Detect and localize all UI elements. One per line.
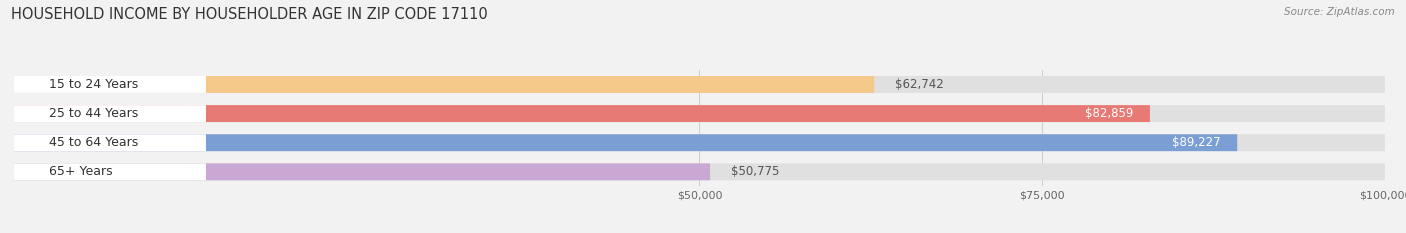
FancyBboxPatch shape	[14, 163, 710, 180]
Text: HOUSEHOLD INCOME BY HOUSEHOLDER AGE IN ZIP CODE 17110: HOUSEHOLD INCOME BY HOUSEHOLDER AGE IN Z…	[11, 7, 488, 22]
FancyBboxPatch shape	[14, 134, 1385, 151]
FancyBboxPatch shape	[14, 163, 1385, 180]
Text: 45 to 64 Years: 45 to 64 Years	[49, 136, 138, 149]
FancyBboxPatch shape	[14, 76, 1385, 93]
Text: 15 to 24 Years: 15 to 24 Years	[49, 78, 138, 91]
Text: 25 to 44 Years: 25 to 44 Years	[49, 107, 138, 120]
FancyBboxPatch shape	[14, 163, 207, 180]
Text: $50,775: $50,775	[731, 165, 779, 178]
FancyBboxPatch shape	[14, 76, 207, 93]
FancyBboxPatch shape	[14, 76, 875, 93]
FancyBboxPatch shape	[14, 105, 1385, 122]
FancyBboxPatch shape	[14, 134, 207, 151]
Text: $89,227: $89,227	[1173, 136, 1220, 149]
FancyBboxPatch shape	[14, 105, 1150, 122]
Text: $62,742: $62,742	[894, 78, 943, 91]
Text: Source: ZipAtlas.com: Source: ZipAtlas.com	[1284, 7, 1395, 17]
FancyBboxPatch shape	[14, 105, 207, 122]
FancyBboxPatch shape	[14, 134, 1237, 151]
Text: 65+ Years: 65+ Years	[49, 165, 112, 178]
Text: $82,859: $82,859	[1085, 107, 1133, 120]
